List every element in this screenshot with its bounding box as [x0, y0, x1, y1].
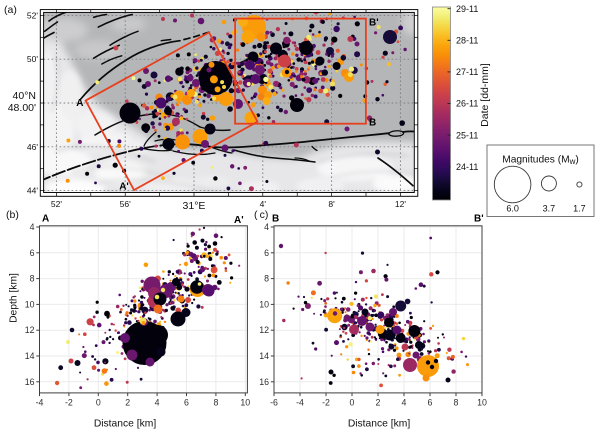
svg-text:2: 2	[125, 397, 130, 407]
svg-text:25-11: 25-11	[456, 130, 478, 140]
svg-text:4: 4	[155, 397, 160, 407]
svg-text:-2: -2	[322, 397, 330, 407]
svg-text:52': 52'	[51, 199, 62, 209]
svg-text:31°E: 31°E	[183, 200, 206, 212]
svg-text:46': 46'	[27, 142, 38, 152]
svg-text:12: 12	[259, 325, 269, 335]
svg-text:4: 4	[402, 397, 407, 407]
svg-text:12': 12'	[395, 199, 406, 209]
svg-text:29-11: 29-11	[456, 4, 478, 14]
svg-text:6: 6	[428, 397, 433, 407]
svg-text:A': A'	[234, 215, 244, 226]
svg-text:Magnitudes (Mw): Magnitudes (Mw)	[502, 155, 579, 167]
svg-text:8: 8	[213, 397, 218, 407]
svg-text:10: 10	[240, 397, 250, 407]
svg-text:0: 0	[96, 397, 101, 407]
svg-text:16: 16	[259, 377, 269, 387]
svg-text:6: 6	[184, 397, 189, 407]
svg-text:27-11: 27-11	[456, 67, 478, 77]
svg-text:3.7: 3.7	[543, 204, 556, 214]
svg-text:8: 8	[264, 274, 269, 284]
svg-text:-2: -2	[65, 397, 73, 407]
svg-text:6: 6	[30, 248, 35, 258]
svg-text:10: 10	[477, 397, 487, 407]
svg-text:44': 44'	[27, 186, 38, 196]
svg-text:B': B'	[369, 18, 379, 29]
svg-text:16: 16	[25, 377, 35, 387]
svg-text:4: 4	[30, 222, 35, 232]
svg-text:A': A'	[119, 182, 129, 193]
svg-text:( c): ( c)	[254, 209, 268, 221]
svg-text:14: 14	[25, 351, 35, 361]
svg-text:0: 0	[350, 397, 355, 407]
svg-text:50': 50'	[27, 54, 38, 64]
svg-text:-4: -4	[296, 397, 304, 407]
svg-text:10: 10	[25, 299, 35, 309]
svg-text:4: 4	[264, 222, 269, 232]
svg-text:Distance [km]: Distance [km]	[94, 419, 157, 430]
svg-text:8: 8	[30, 274, 35, 284]
svg-text:28-11: 28-11	[456, 36, 478, 46]
svg-text:52': 52'	[27, 10, 38, 20]
svg-text:8: 8	[454, 397, 459, 407]
svg-text:B': B'	[474, 214, 484, 225]
svg-text:-6: -6	[270, 397, 278, 407]
svg-text:8': 8'	[328, 199, 335, 209]
svg-text:1.7: 1.7	[573, 204, 586, 214]
svg-text:24-11: 24-11	[456, 162, 478, 172]
svg-text:Distance [km]: Distance [km]	[348, 419, 411, 430]
svg-text:B: B	[272, 214, 279, 225]
svg-text:A: A	[42, 214, 49, 225]
svg-text:6.0: 6.0	[506, 204, 519, 214]
svg-text:26-11: 26-11	[456, 99, 478, 109]
svg-text:2: 2	[376, 397, 381, 407]
svg-text:4': 4'	[260, 199, 267, 209]
svg-text:10: 10	[259, 299, 269, 309]
svg-text:6: 6	[264, 248, 269, 258]
svg-text:56': 56'	[120, 199, 131, 209]
svg-text:(a): (a)	[4, 4, 17, 16]
svg-text:B: B	[369, 118, 376, 129]
svg-text:-4: -4	[36, 397, 44, 407]
svg-text:14: 14	[259, 351, 269, 361]
svg-text:48.00': 48.00'	[8, 102, 36, 114]
svg-text:Date [dd-mm]: Date [dd-mm]	[479, 63, 491, 127]
svg-text:40°N: 40°N	[13, 90, 36, 102]
svg-text:A: A	[76, 98, 83, 109]
svg-text:(b): (b)	[6, 209, 19, 221]
svg-text:Depth [km]: Depth [km]	[9, 273, 20, 323]
svg-text:12: 12	[25, 325, 35, 335]
